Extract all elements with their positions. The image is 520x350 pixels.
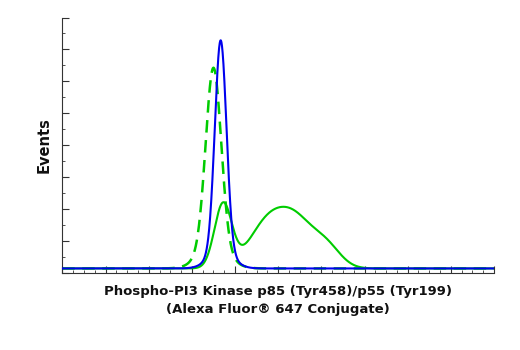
X-axis label: Phospho-PI3 Kinase p85 (Tyr458)/p55 (Tyr199)
(Alexa Fluor® 647 Conjugate): Phospho-PI3 Kinase p85 (Tyr458)/p55 (Tyr… xyxy=(104,285,452,316)
Y-axis label: Events: Events xyxy=(37,117,52,173)
